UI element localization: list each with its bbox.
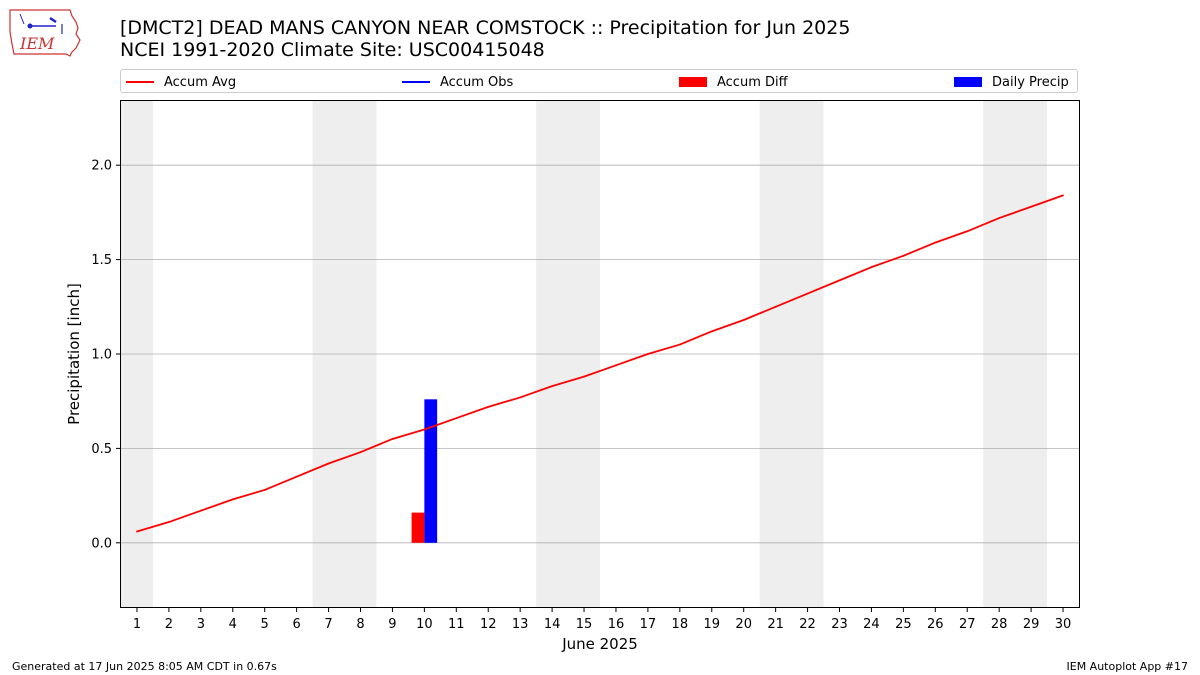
accum-avg-point-day-10 xyxy=(423,428,426,431)
x-tick-label-12: 12 xyxy=(480,617,497,632)
y-tick-label-1: 0.5 xyxy=(91,442,112,457)
accum-avg-point-day-13 xyxy=(519,396,522,399)
x-tick-label-7: 7 xyxy=(324,617,332,632)
x-tick-label-8: 8 xyxy=(356,617,364,632)
accum-avg-point-day-23 xyxy=(838,279,841,282)
x-tick-label-19: 19 xyxy=(703,617,720,632)
x-tick-label-6: 6 xyxy=(292,617,300,632)
legend-swatch-accum-avg xyxy=(126,81,154,83)
x-tick-label-30: 30 xyxy=(1055,617,1072,632)
x-tick-label-18: 18 xyxy=(672,617,689,632)
y-ticks: 0.0 0.5 1.0 1.5 2.0 xyxy=(91,159,121,551)
x-tick-label-10: 10 xyxy=(416,617,433,632)
accum-diff-bar-day-10 xyxy=(411,512,425,543)
x-axis-label: June 2025 xyxy=(561,635,638,653)
chart-title: [DMCT2] DEAD MANS CANYON NEAR COMSTOCK :… xyxy=(120,17,851,39)
accum-avg-point-day-12 xyxy=(487,405,490,408)
x-tick-label-13: 13 xyxy=(512,617,529,632)
app-label: IEM Autoplot App #17 xyxy=(1066,660,1189,673)
accum-avg-point-day-29 xyxy=(1030,205,1032,208)
accum-avg-point-day-28 xyxy=(998,217,1001,219)
legend-label-daily-precip: Daily Precip xyxy=(992,74,1069,90)
y-tick-label-3: 1.5 xyxy=(91,253,112,268)
accum-avg-point-day-16 xyxy=(615,364,617,367)
x-tick-label-14: 14 xyxy=(544,617,561,632)
gridlines xyxy=(121,164,1079,544)
accum-avg-point-day-24 xyxy=(870,266,873,269)
x-tick-label-5: 5 xyxy=(261,617,269,632)
accum-avg-point-day-25 xyxy=(902,254,905,257)
accum-avg-point-day-2 xyxy=(168,521,170,523)
accum-avg-point-day-8 xyxy=(359,451,362,454)
legend-swatch-daily-precip xyxy=(954,77,982,87)
x-tick-label-4: 4 xyxy=(229,617,237,632)
accum-avg-point-day-20 xyxy=(742,319,745,321)
y-tick-label-4: 2.0 xyxy=(91,159,112,174)
x-tick-label-16: 16 xyxy=(608,617,625,632)
legend-swatch-accum-obs xyxy=(402,81,430,83)
x-tick-label-2: 2 xyxy=(165,617,173,632)
accum-avg-point-day-17 xyxy=(647,353,649,355)
accum-avg-point-day-18 xyxy=(678,343,681,346)
y-tick-label-0: 0.0 xyxy=(91,536,112,551)
legend-swatch-accum-diff xyxy=(679,77,707,87)
x-tick-label-27: 27 xyxy=(959,617,976,632)
y-axis-label: Precipitation [inch] xyxy=(65,283,83,425)
x-tick-label-25: 25 xyxy=(895,617,912,632)
accum-avg-point-day-21 xyxy=(774,305,777,308)
legend-item-accum-obs: Accum Obs xyxy=(402,70,513,94)
accum-avg-point-day-19 xyxy=(710,330,713,333)
iem-logo: IEM xyxy=(9,9,81,57)
iowa-outline xyxy=(9,9,81,57)
accum-avg-point-day-1 xyxy=(136,530,138,533)
accum-avg-point-day-27 xyxy=(966,230,969,233)
bars xyxy=(411,399,438,543)
legend-item-accum-diff: Accum Diff xyxy=(679,70,788,94)
accum-avg-line xyxy=(136,194,1064,533)
x-tick-label-28: 28 xyxy=(991,617,1008,632)
x-tick-label-26: 26 xyxy=(927,617,944,632)
legend: Accum Avg Accum Obs Accum Diff Daily Pre… xyxy=(120,69,1078,93)
series-lines xyxy=(136,194,1064,533)
x-tick-label-29: 29 xyxy=(1023,617,1040,632)
legend-label-accum-avg: Accum Avg xyxy=(164,74,237,90)
logo-text: IEM xyxy=(19,34,55,53)
chart-subtitle: NCEI 1991-2020 Climate Site: USC00415048 xyxy=(120,39,545,61)
accum-avg-point-day-6 xyxy=(295,475,298,478)
accum-avg-point-day-3 xyxy=(199,509,202,512)
x-tick-label-23: 23 xyxy=(831,617,848,632)
legend-label-accum-obs: Accum Obs xyxy=(440,74,514,90)
accum-avg-point-day-14 xyxy=(551,385,553,387)
x-tick-label-11: 11 xyxy=(448,617,465,632)
daily-precip-bar-day-10 xyxy=(424,399,438,543)
x-tick-label-22: 22 xyxy=(799,617,816,632)
generated-timestamp: Generated at 17 Jun 2025 8:05 AM CDT in … xyxy=(12,660,277,673)
accum-avg-point-day-30 xyxy=(1062,194,1064,197)
accum-avg-point-day-11 xyxy=(455,417,458,420)
x-tick-label-17: 17 xyxy=(640,617,657,632)
accum-avg-point-day-9 xyxy=(391,438,394,440)
x-tick-label-20: 20 xyxy=(735,617,752,632)
accum-avg-point-day-7 xyxy=(327,462,330,465)
legend-item-accum-avg: Accum Avg xyxy=(126,70,236,94)
accum-avg-point-day-15 xyxy=(583,375,585,378)
accum-avg-point-day-4 xyxy=(231,498,234,501)
x-tick-label-21: 21 xyxy=(767,617,784,632)
accum-avg-point-day-22 xyxy=(806,292,809,295)
x-tick-label-15: 15 xyxy=(576,617,593,632)
accum-avg-point-day-26 xyxy=(934,241,937,244)
x-tick-label-9: 9 xyxy=(388,617,396,632)
y-tick-label-2: 1.0 xyxy=(91,348,112,363)
legend-item-daily-precip: Daily Precip xyxy=(954,70,1069,94)
legend-label-accum-diff: Accum Diff xyxy=(717,74,788,90)
station-icon xyxy=(27,23,33,29)
x-tick-label-24: 24 xyxy=(863,617,880,632)
accum-avg-point-day-5 xyxy=(263,489,266,491)
x-ticks: 1 2 3 4 5 6 7 8 9 10 11 12 13 14 15 16 17 18 19 20 21 22 23 24 2… xyxy=(133,607,1071,632)
x-tick-label-3: 3 xyxy=(197,617,205,632)
x-tick-label-1: 1 xyxy=(133,617,141,632)
